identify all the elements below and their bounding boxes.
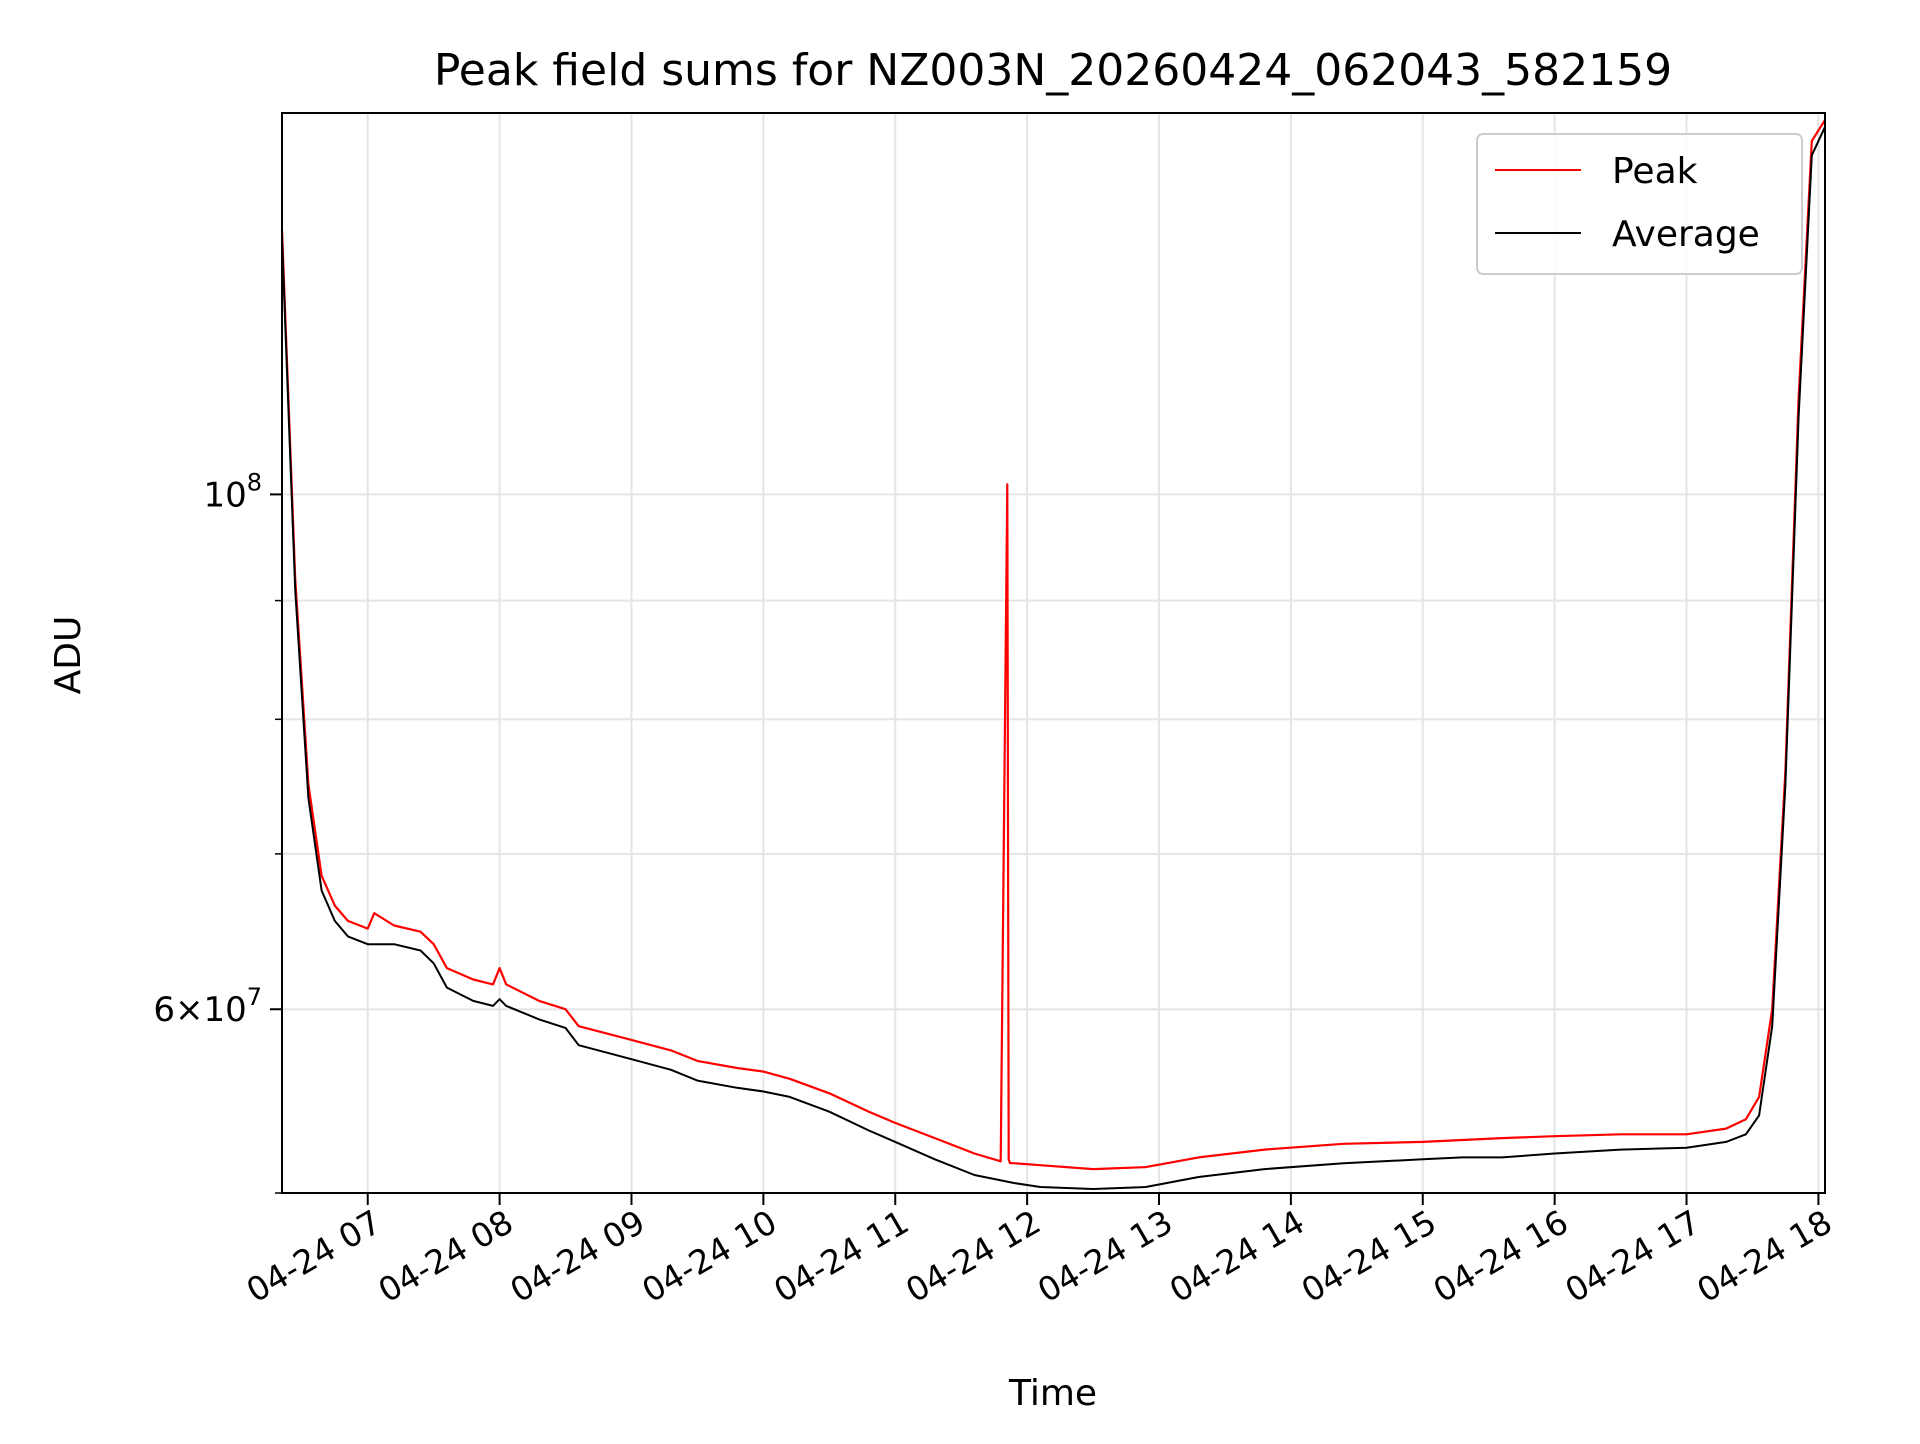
legend-label-peak: Peak [1612,151,1698,192]
series-layer [280,119,1826,1190]
chart-title: Peak field sums for NZ003N_20260424_0620… [434,45,1672,96]
y-tick-base: 10 [203,990,246,1030]
y-tick-exponent: 7 [247,983,262,1011]
y-tick-mantissa: 6 [153,990,175,1030]
series-line-peak [280,119,1826,1171]
y-tick-base: 10 [203,475,246,515]
y-tick-label: 6×107 [153,983,262,1030]
x-axis-label: Time [1008,1373,1097,1414]
y-tick-exponent: 8 [247,468,262,496]
series-line-average [281,126,1826,1190]
plot-frame [281,112,1826,1194]
y-tick-times: × [175,990,204,1030]
legend-label-average: Average [1612,214,1760,255]
y-axis-label: ADU [48,616,89,695]
y-tick-label: 108 [203,468,262,515]
legend: Peak Average [1476,133,1803,275]
